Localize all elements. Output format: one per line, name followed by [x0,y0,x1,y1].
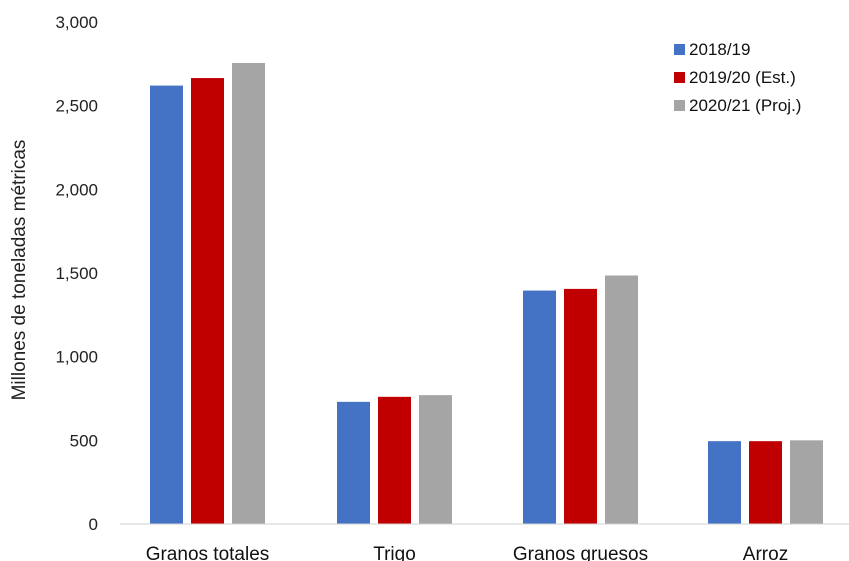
legend: 2018/19 2019/20 (Est.) 2020/21 (Proj.) [674,40,801,115]
bars-group [150,62,823,524]
legend-label: 2020/21 (Proj.) [689,96,801,115]
bar-granos-totales-series-0 [150,85,183,524]
legend-swatch [674,100,685,111]
y-tick-label: 500 [70,431,98,450]
x-category-label: Trigo [373,544,416,561]
bar-granos-gruesos-series-0 [523,290,556,524]
bar-granos-gruesos-series-2 [605,275,638,524]
bar-trigo-series-2 [419,395,452,524]
x-category-label: Granos totales [146,544,270,561]
y-tick-label: 1,500 [55,264,98,283]
bar-granos-gruesos-series-1 [564,288,597,524]
legend-swatch [674,44,685,55]
y-tick-label: 2,000 [55,180,98,199]
bar-trigo-series-1 [378,396,411,524]
x-category-label: Granos gruesos [513,544,648,561]
y-tick-label: 0 [89,515,98,534]
legend-label: 2018/19 [689,40,750,59]
y-axis-label: Millones de toneladas métricas [9,140,30,401]
bar-trigo-series-0 [337,401,370,524]
x-category-label: Arroz [743,544,788,561]
legend-label: 2019/20 (Est.) [689,68,796,87]
y-tick-label: 1,000 [55,348,98,367]
bar-arroz-series-0 [708,441,741,524]
y-tick-label: 2,500 [55,97,98,116]
legend-swatch [674,72,685,83]
bar-arroz-series-2 [790,440,823,524]
y-axis-ticks: 0 500 1,000 1,500 2,000 2,500 3,000 [55,13,98,534]
bar-granos-totales-series-1 [191,78,224,524]
bar-arroz-series-1 [749,441,782,524]
y-tick-label: 3,000 [55,13,98,32]
x-axis-categories: Granos totales Trigo Granos gruesos Arroz [146,544,788,561]
bar-granos-totales-series-2 [232,62,265,524]
